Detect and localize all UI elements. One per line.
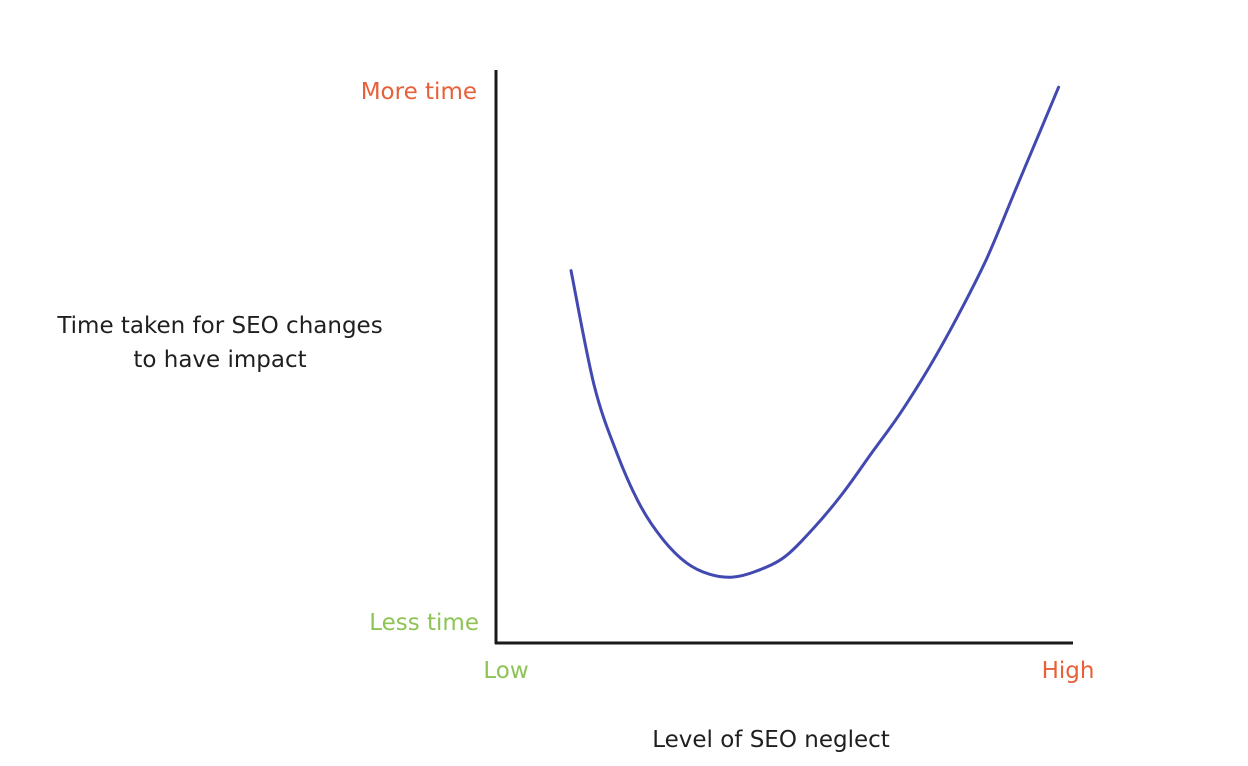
- series-layer: [569, 85, 1061, 579]
- y-axis-title-line-2: to have impact: [133, 347, 306, 373]
- series-line-0: [569, 85, 1061, 579]
- y-axis-title-line-1: Time taken for SEO changes: [56, 313, 382, 339]
- x-tick-label-left: Low: [483, 658, 528, 684]
- x-tick-label-right: High: [1042, 658, 1095, 684]
- x-axis-title: Level of SEO neglect: [652, 727, 890, 753]
- y-tick-label-bottom: Less time: [369, 610, 479, 636]
- y-tick-label-top: More time: [361, 79, 477, 105]
